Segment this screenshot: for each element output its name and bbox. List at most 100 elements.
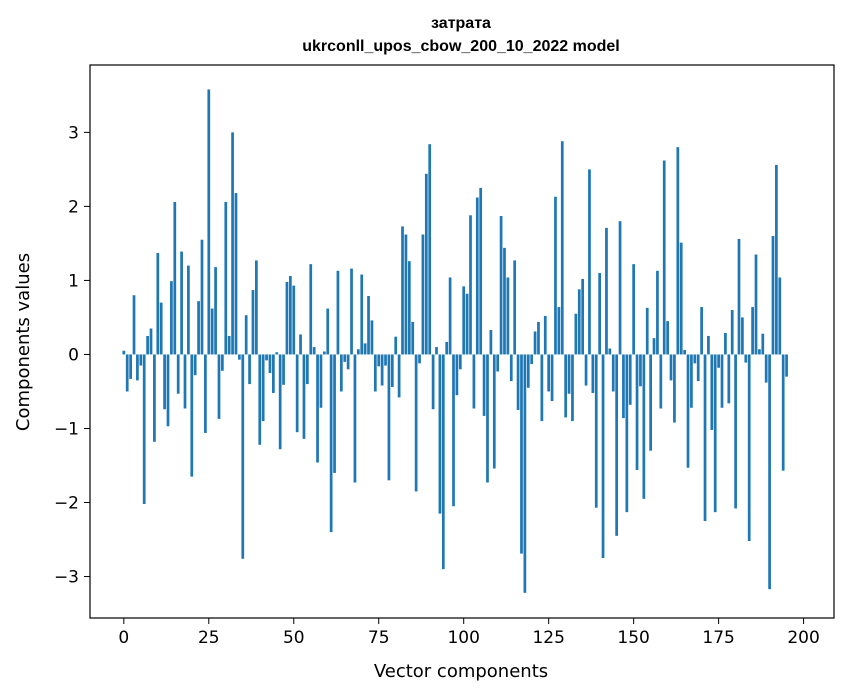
bar	[173, 201, 177, 355]
bar	[724, 332, 727, 355]
bar	[241, 354, 245, 559]
bar	[696, 354, 700, 382]
plot-frame	[89, 64, 835, 619]
bar	[163, 354, 166, 410]
x-tick-label: 25	[198, 628, 220, 648]
bar	[741, 317, 744, 355]
x-tick-label: 150	[617, 628, 649, 648]
bar	[601, 354, 605, 559]
bar	[526, 354, 530, 388]
bar	[747, 354, 751, 542]
bar	[217, 354, 221, 419]
bar	[540, 354, 544, 422]
bar	[751, 307, 754, 355]
bar	[465, 293, 469, 355]
bar	[261, 354, 265, 422]
bar	[645, 307, 649, 355]
bar	[455, 354, 459, 396]
bar	[289, 275, 292, 355]
bar	[717, 354, 720, 368]
bar	[333, 354, 336, 473]
x-tick-label: 0	[118, 628, 129, 648]
bar	[394, 336, 398, 355]
bar	[329, 354, 333, 533]
bar	[445, 341, 449, 355]
bar	[278, 354, 282, 450]
bar	[268, 354, 272, 373]
bar	[686, 354, 690, 468]
bar	[387, 354, 391, 481]
bar	[781, 354, 785, 471]
bar	[605, 227, 608, 355]
bar	[588, 169, 591, 355]
bar	[513, 260, 517, 355]
y-tick-label: 0	[68, 345, 79, 365]
bar	[469, 215, 472, 355]
bar	[584, 354, 588, 386]
bar	[778, 277, 782, 355]
y-axis-label: Components values	[13, 253, 34, 431]
bar	[571, 354, 574, 422]
chart-title: затрата	[431, 15, 491, 32]
bar	[319, 354, 323, 408]
x-tick-label: 200	[787, 628, 819, 648]
bar	[479, 187, 483, 355]
bar	[622, 354, 625, 419]
bar	[390, 354, 394, 388]
bar	[438, 354, 442, 514]
bar	[136, 354, 139, 381]
bar	[265, 354, 268, 361]
bar	[166, 354, 170, 427]
bar	[492, 354, 496, 469]
y-axis-ticks: −3 −2 −1 0 1 2 3	[54, 123, 90, 588]
bar	[282, 354, 285, 385]
bar	[295, 354, 299, 433]
bar	[673, 354, 676, 423]
bar	[397, 354, 401, 398]
bar	[146, 335, 149, 355]
bar	[149, 328, 153, 355]
bar	[275, 352, 279, 355]
bar	[669, 354, 673, 381]
bar	[452, 354, 455, 507]
bar	[615, 354, 619, 536]
x-axis-label: Vector components	[374, 661, 548, 682]
bar	[234, 193, 238, 355]
bar	[611, 354, 615, 392]
bar	[214, 267, 217, 355]
bar	[255, 260, 258, 355]
bars-group	[122, 89, 788, 593]
bar	[424, 173, 428, 355]
bar	[683, 350, 686, 355]
bar	[183, 354, 187, 409]
bar	[530, 354, 534, 365]
x-axis-ticks: 0 25 50 75 100 125 150 175 200	[118, 618, 820, 648]
bar	[227, 335, 231, 355]
bar	[170, 281, 173, 355]
bar	[435, 347, 438, 355]
bar	[666, 321, 669, 355]
bar	[418, 354, 421, 364]
bar	[598, 273, 602, 355]
bar	[421, 234, 425, 355]
bar	[207, 89, 211, 355]
bar	[656, 270, 659, 355]
bar	[404, 234, 408, 355]
bar	[462, 286, 466, 355]
y-tick-label: −3	[54, 568, 79, 588]
bar	[367, 295, 370, 355]
bar	[557, 307, 561, 355]
bar	[564, 354, 568, 418]
bar	[343, 354, 347, 362]
bar	[350, 268, 353, 355]
bar	[642, 354, 646, 499]
bar	[710, 354, 714, 430]
bar	[190, 354, 194, 477]
bar	[516, 354, 520, 410]
bar	[428, 144, 432, 355]
bar	[472, 354, 476, 409]
bar	[499, 216, 503, 355]
bar	[509, 354, 513, 382]
bar	[659, 354, 663, 409]
